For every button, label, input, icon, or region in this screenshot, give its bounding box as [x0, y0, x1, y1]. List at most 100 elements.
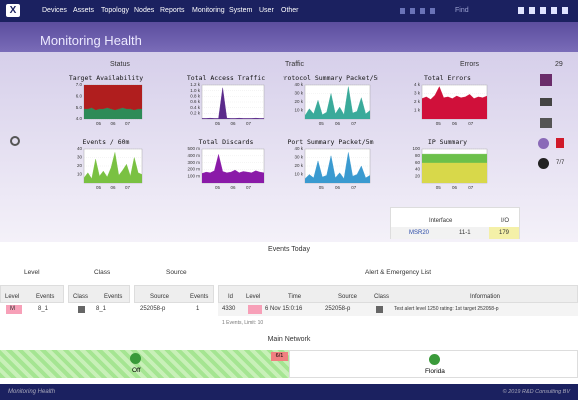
table-cell[interactable]: 252058-p — [140, 306, 166, 312]
y-tick-label: 0.4 k — [190, 105, 201, 110]
area-series — [84, 152, 142, 183]
y-tick-label: 0.8 k — [190, 94, 201, 99]
column-header: Id — [228, 294, 234, 300]
x-tick-label: 05 — [96, 185, 102, 190]
y-tick-label: 7.0 — [76, 82, 83, 87]
x-tick-label: 06 — [230, 185, 236, 190]
globe-icon — [130, 353, 141, 364]
y-tick-label: 20 — [77, 163, 83, 168]
area-series — [422, 162, 487, 183]
x-tick-label: 05 — [436, 121, 442, 126]
network-site[interactable]: Off 6/1 — [0, 350, 289, 378]
column-header: Class — [73, 294, 89, 300]
nav-item[interactable]: System — [229, 7, 253, 14]
events-title: Events Today — [268, 246, 310, 253]
status-icon[interactable] — [540, 98, 552, 106]
user-icons[interactable] — [518, 7, 570, 14]
status-icon[interactable] — [538, 158, 549, 169]
y-tick-label: 0.6 k — [190, 99, 201, 104]
nav-item[interactable]: User — [259, 7, 274, 14]
y-tick-label: 20 — [415, 173, 421, 178]
mini-chart: Target Availability 4.0 5.0 6.0 7.0 05 06 07 — [69, 74, 143, 126]
table-cell: 8_1 — [96, 306, 107, 312]
chart-title: Total Errors — [424, 74, 471, 82]
y-tick-label: 80 — [415, 153, 421, 158]
site-name: Florida — [425, 368, 445, 375]
chart-title: Total Access Traffic — [187, 74, 265, 82]
toolbar-icons[interactable] — [400, 8, 440, 14]
table-row[interactable] — [391, 227, 519, 239]
nav-item[interactable]: Topology — [101, 7, 130, 14]
y-tick-label: 40 — [77, 146, 83, 151]
copyright: © 2019 R&D Consulting BV — [502, 389, 570, 395]
y-tick-label: 40 k — [294, 82, 303, 87]
chart-title: Protocol Summary Packet/5m — [283, 74, 378, 82]
nav-item[interactable]: Monitoring — [192, 7, 225, 14]
y-tick-label: 1 k — [414, 108, 421, 113]
x-tick-label: 05 — [319, 121, 325, 126]
nav-item[interactable]: Devices — [42, 7, 67, 14]
table-cell: 179 — [499, 230, 510, 236]
x-tick-label: 06 — [230, 121, 236, 126]
logo[interactable]: X — [6, 4, 20, 17]
table-cell: Test alert level 1250 rating: 1st target… — [394, 306, 499, 312]
table-title: Alert & Emergency List — [365, 269, 432, 276]
x-tick-label: 07 — [125, 185, 131, 190]
site-name: Off — [132, 367, 141, 374]
status-icon[interactable] — [538, 138, 549, 149]
y-tick-label: 4 k — [414, 82, 421, 87]
search-box[interactable]: Find — [455, 7, 469, 14]
table-header-row — [68, 285, 130, 303]
mini-chart: Total Errors 1 k 2 k 3 k 4 k 05 06 07 — [414, 74, 488, 126]
nav-item[interactable]: Reports — [160, 7, 185, 14]
table-header: Interface — [429, 218, 453, 224]
table-cell: 6 Nov 15:0:16 — [265, 306, 303, 312]
x-tick-label: 05 — [215, 185, 221, 190]
column-header: Time — [288, 294, 302, 300]
y-tick-label: 30 k — [294, 91, 303, 96]
table-cell: 11-1 — [459, 230, 471, 236]
footer-title: Monitoring Health — [8, 389, 56, 395]
x-tick-label: 07 — [468, 121, 474, 126]
chart-title: Target Availability — [69, 74, 143, 82]
table-title: Level — [24, 269, 40, 276]
footer: Monitoring Health © 2019 R&D Consulting … — [0, 384, 578, 400]
y-tick-label: 10 — [77, 172, 83, 177]
interface-table: Interface I/O MSR20 11-1 179 — [390, 207, 520, 239]
table-header-row — [218, 285, 578, 303]
nav-item[interactable]: Other — [281, 7, 299, 14]
table-cell[interactable]: 252058-p — [325, 306, 351, 312]
alert-row[interactable] — [218, 303, 578, 316]
area-series — [202, 154, 264, 183]
x-tick-label: 06 — [335, 185, 341, 190]
x-tick-label: 05 — [96, 121, 102, 126]
nav-item[interactable]: Assets — [73, 7, 95, 14]
status-icon[interactable] — [540, 74, 552, 86]
y-tick-label: 20 k — [294, 163, 303, 168]
level-badge — [248, 305, 262, 314]
x-tick-label: 07 — [351, 185, 357, 190]
table-header-row — [0, 285, 64, 303]
area-series — [422, 153, 487, 163]
nav-item[interactable]: Nodes — [134, 7, 155, 14]
column-header: Information — [470, 294, 501, 300]
y-tick-label: 100 m — [187, 173, 200, 178]
area-series — [202, 87, 264, 119]
x-tick-label: 06 — [110, 121, 116, 126]
network-site[interactable]: Florida — [289, 350, 578, 378]
x-tick-label: 07 — [468, 185, 474, 190]
chart-title: Port Summary Packet/5m — [287, 138, 373, 146]
column-header: Events — [190, 294, 209, 300]
stethoscope-icon — [10, 136, 20, 146]
y-tick-label: 500 m — [187, 146, 200, 151]
y-tick-label: 10 k — [294, 108, 303, 113]
area-series — [422, 86, 487, 119]
mini-chart: Total Access Traffic 0.2 k0.4 k0.6 k0.8 k… — [187, 74, 265, 126]
status-icon[interactable] — [540, 118, 552, 128]
table-cell[interactable]: MSR20 — [409, 230, 430, 236]
status-count: 7/7 — [556, 160, 565, 166]
table-cell: 4330 — [222, 306, 236, 312]
status-icon[interactable] — [556, 138, 564, 148]
